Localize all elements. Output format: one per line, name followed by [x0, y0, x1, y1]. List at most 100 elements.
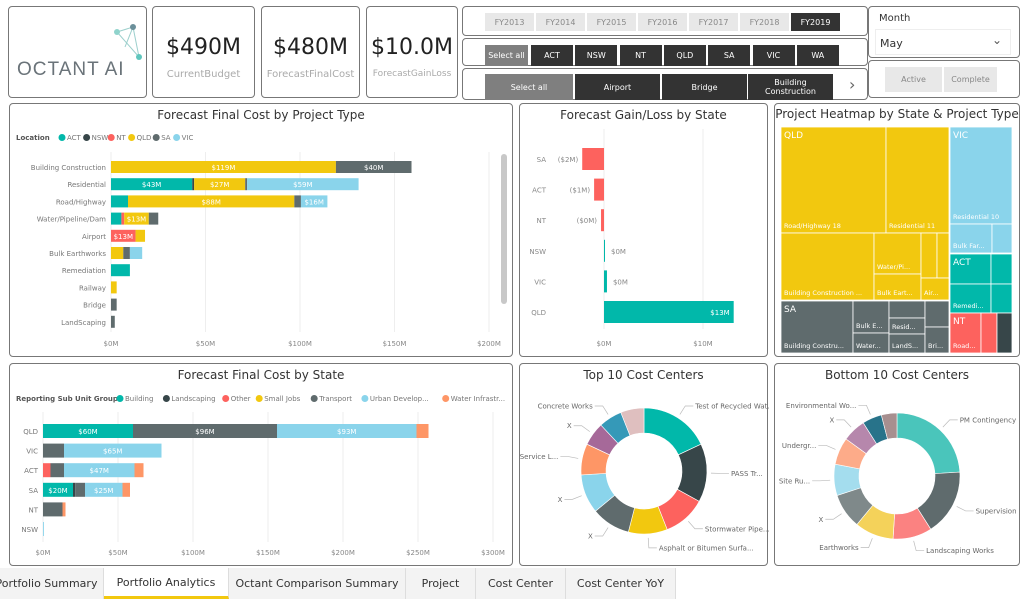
state-button-select-all[interactable]: Select all: [485, 45, 528, 66]
chart-cost-by-state: Forecast Final Cost by State Reporting S…: [9, 363, 513, 566]
tab-cost-center[interactable]: Cost Center: [476, 568, 566, 599]
fy-button-fy2015[interactable]: FY2015: [587, 13, 636, 31]
state-button-act[interactable]: ACT: [531, 45, 573, 66]
kpi-value: $480M: [273, 35, 348, 60]
data-label: $96M: [195, 428, 214, 436]
bar-segment: [247, 178, 359, 191]
state-button-wa[interactable]: WA: [796, 45, 839, 66]
leader-line: [818, 445, 836, 450]
type-button-select-all[interactable]: Select all: [485, 74, 573, 100]
leader-line: [942, 419, 958, 428]
slice-label: PM Contingency: [960, 416, 1016, 424]
treemap-cell-label: Water...: [856, 342, 881, 350]
leader-line: [836, 419, 852, 428]
category-label: Remediation: [62, 267, 106, 275]
treemap-cell: [949, 283, 992, 314]
treemap-group-label: NT: [953, 317, 966, 327]
slice-label: Asphalt or Bitumen Surfa...: [659, 544, 754, 552]
bar-segment: [300, 195, 328, 208]
type-button-building-construction[interactable]: Building Construction: [748, 74, 833, 100]
treemap-cell: [990, 253, 1013, 285]
category-label: Bulk Earthworks: [49, 250, 106, 258]
treemap-cell-label: Road...: [953, 342, 976, 350]
category-label: VIC: [26, 448, 38, 456]
data-label: $0M: [611, 248, 626, 256]
state-button-nt[interactable]: NT: [619, 45, 662, 66]
category-label: ACT: [24, 467, 39, 475]
tab-portfolio-analytics[interactable]: Portfolio Analytics: [104, 568, 229, 599]
legend-label: NT: [116, 134, 126, 142]
treemap-group-label: QLD: [784, 131, 803, 141]
type-button-bridge[interactable]: Bridge: [662, 74, 747, 100]
bar-segment: [62, 502, 66, 517]
data-label: $40M: [364, 164, 383, 172]
data-label: $93M: [337, 428, 356, 436]
bar-segment: [111, 247, 124, 259]
data-label: $59M: [293, 181, 312, 189]
fy-button-fy2019[interactable]: FY2019: [791, 13, 840, 31]
fy-button-fy2013[interactable]: FY2013: [485, 13, 534, 31]
bar-segment: [111, 178, 193, 191]
tab-portfolio-summary[interactable]: Portfolio Summary: [0, 568, 104, 599]
bar: [604, 301, 734, 323]
bar-segment: [133, 424, 277, 438]
x-tick-label: $100M: [181, 549, 205, 557]
type-button-airport[interactable]: Airport: [575, 74, 660, 100]
month-label: Month: [879, 13, 911, 24]
chart-gain-loss-by-state: Forecast Gain/Loss by State $0M $10M SA ($2…: [519, 103, 768, 357]
state-button-vic[interactable]: VIC: [752, 45, 795, 66]
treemap-cell-label: Building Construction ...: [784, 289, 862, 297]
bar-segment: [416, 424, 429, 438]
data-label: $119M: [212, 164, 236, 172]
chevron-right-icon[interactable]: ›: [849, 75, 856, 94]
category-label: LandScaping: [61, 319, 106, 327]
donut-slice: [643, 407, 702, 456]
state-button-qld[interactable]: QLD: [663, 45, 706, 66]
treemap-cell-label: Air...: [924, 289, 939, 297]
category-label: NSW: [21, 526, 38, 534]
data-label: $47M: [90, 467, 109, 475]
project-type-slicer: › Select all Airport Bridge Building Constr…: [462, 68, 868, 100]
fy-button-fy2014[interactable]: FY2014: [536, 13, 585, 31]
kpi-current-budget: $490M CurrentBudget: [152, 6, 255, 98]
category-label: NSW: [529, 248, 546, 256]
tab-octant-comparison-summary[interactable]: Octant Comparison Summary: [229, 568, 406, 599]
slice-label: X: [829, 416, 834, 424]
category-label: QLD: [23, 428, 38, 436]
category-label: SA: [29, 487, 39, 495]
chart-title: Project Heatmap by State & Project Type: [775, 107, 1019, 121]
treemap-cell: [920, 277, 950, 301]
leader-line: [564, 495, 582, 500]
octant-logo: OCTANT AI: [17, 24, 142, 80]
data-label: $0M: [613, 278, 628, 286]
bar-segment: [124, 212, 149, 225]
category-label: ACT: [532, 187, 547, 195]
treemap-cell: [888, 300, 926, 319]
svg-text:OCTANT AI: OCTANT AI: [17, 59, 125, 80]
scrollbar[interactable]: [501, 154, 507, 304]
kpi-value: $10.0M: [371, 35, 453, 60]
status-active-button[interactable]: Active: [885, 67, 942, 92]
fy-button-fy2018[interactable]: FY2018: [740, 13, 789, 31]
leader-line: [913, 540, 925, 551]
fy-button-fy2016[interactable]: FY2016: [638, 13, 687, 31]
state-button-sa[interactable]: SA: [708, 45, 751, 66]
bar-segment: [43, 463, 51, 478]
status-complete-button[interactable]: Complete: [944, 67, 997, 92]
x-tick-label: $200M: [331, 549, 355, 557]
state-button-nsw[interactable]: NSW: [575, 45, 618, 66]
tab-project[interactable]: Project: [406, 568, 476, 599]
treemap-cell-label: Bulk Far...: [953, 242, 985, 250]
donut-slice: [880, 412, 898, 440]
leader-line: [688, 521, 703, 530]
data-label: ($2M): [558, 156, 579, 164]
bar-segment: [43, 502, 63, 517]
treemap-cell: [873, 232, 922, 275]
x-tick-label: $50M: [196, 340, 215, 348]
legend-title: Location: [16, 134, 50, 142]
chart-title: Forecast Final Cost by Project Type: [157, 108, 365, 122]
month-dropdown[interactable]: May ⌄: [875, 29, 1011, 55]
fy-button-fy2017[interactable]: FY2017: [689, 13, 738, 31]
legend-label: NSW: [92, 134, 109, 142]
tab-cost-center-yoy[interactable]: Cost Center YoY: [566, 568, 676, 599]
